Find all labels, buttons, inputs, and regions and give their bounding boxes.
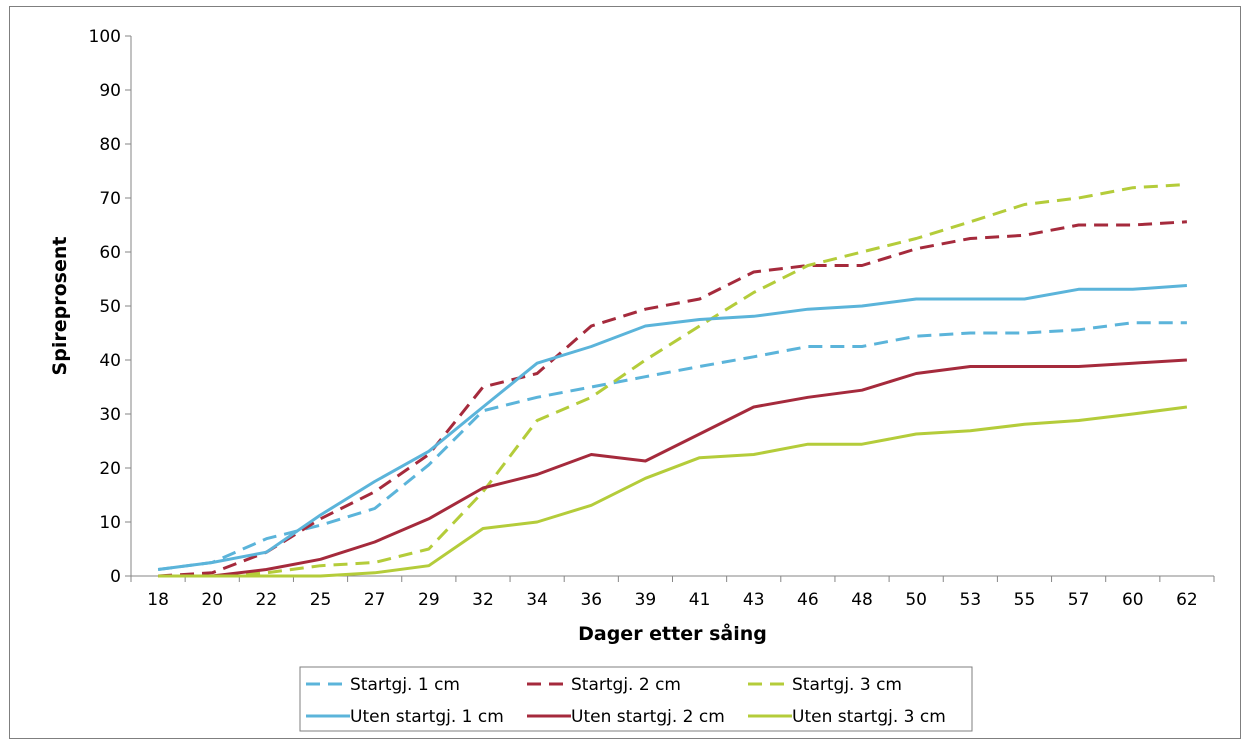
- x-tick-label: 46: [797, 590, 819, 610]
- series-layer: [157, 183, 1188, 578]
- legend-label: Startgj. 2 cm: [571, 675, 681, 695]
- x-tick-label: 27: [364, 590, 386, 610]
- y-axis-title: Spireprosent: [49, 237, 71, 376]
- series-line-1: [157, 321, 1187, 571]
- x-tick-label: 29: [418, 590, 440, 610]
- x-tick-label: 62: [1176, 590, 1198, 610]
- x-tick-label: 32: [472, 590, 494, 610]
- x-tick-label: 25: [310, 590, 332, 610]
- x-axis-title: Dager etter såing: [578, 621, 767, 645]
- x-tick-label: 34: [526, 590, 548, 610]
- series-line-2: [158, 220, 1187, 578]
- series-line-4: [157, 284, 1188, 571]
- y-tick-label: 20: [99, 459, 121, 479]
- x-tick-label: 41: [689, 590, 711, 610]
- legend-label: Uten startgj. 1 cm: [350, 707, 504, 727]
- y-tick-label: 60: [99, 243, 121, 263]
- x-tick-label: 48: [851, 590, 873, 610]
- y-tick-label: 90: [99, 81, 121, 101]
- legend-label: Startgj. 3 cm: [792, 675, 902, 695]
- x-tick-label: 36: [580, 590, 602, 610]
- legend-label: Uten startgj. 3 cm: [792, 707, 946, 727]
- y-tick-label: 40: [99, 351, 121, 371]
- y-tick-label: 100: [89, 27, 121, 47]
- y-tick-label: 70: [99, 189, 121, 209]
- y-tick-label: 50: [99, 297, 121, 317]
- x-axis: 18 20 22 25 27 29 32 34 36 39 41 43 46 48 50 53 55 57 60 62: [130, 575, 1215, 610]
- series-line-5: [158, 358, 1187, 578]
- x-tick-label: 60: [1122, 590, 1144, 610]
- series-line-3: [158, 183, 1187, 578]
- x-tick-label: 22: [256, 590, 278, 610]
- series-line-6: [158, 405, 1188, 578]
- chart-frame: [9, 6, 1241, 739]
- legend-label: Startgj. 1 cm: [350, 675, 460, 695]
- x-tick-label: 18: [147, 590, 169, 610]
- y-tick-label: 80: [99, 135, 121, 155]
- legend-box: [299, 666, 973, 732]
- x-tick-label: 57: [1068, 590, 1090, 610]
- y-axis: 0 10 20 30 40 50 60 70 80 90 100: [89, 27, 132, 587]
- x-tick-label: 55: [1014, 590, 1036, 610]
- y-tick-label: 10: [99, 513, 121, 533]
- x-tick-label: 39: [635, 590, 657, 610]
- x-tick-label: 53: [960, 590, 982, 610]
- x-tick-label: 50: [905, 590, 927, 610]
- x-tick-label: 20: [201, 590, 223, 610]
- legend-label: Uten startgj. 2 cm: [571, 707, 725, 727]
- x-tick-label: 43: [743, 590, 765, 610]
- y-tick-label: 0: [110, 567, 121, 587]
- legend: Startgj. 1 cm Startgj. 2 cm Startgj. 3 cm U…: [299, 666, 973, 732]
- y-tick-label: 30: [99, 405, 121, 425]
